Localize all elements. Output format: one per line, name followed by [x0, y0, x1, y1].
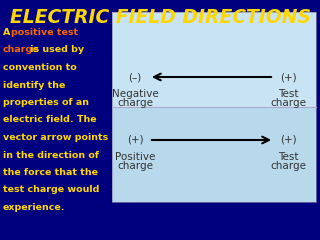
Text: properties of an: properties of an: [3, 98, 89, 107]
Text: charge: charge: [3, 46, 40, 54]
Text: charge: charge: [270, 98, 306, 108]
Text: in the direction of: in the direction of: [3, 150, 99, 160]
Bar: [112, 12, 316, 107]
Text: Positive: Positive: [115, 152, 155, 162]
Text: Test: Test: [278, 152, 298, 162]
Text: (+): (+): [280, 72, 296, 82]
Text: electric field. The: electric field. The: [3, 115, 97, 125]
Text: convention to: convention to: [3, 63, 77, 72]
Text: test charge would: test charge would: [3, 186, 100, 194]
Text: charge: charge: [270, 161, 306, 171]
Text: the force that the: the force that the: [3, 168, 98, 177]
Text: (+): (+): [280, 135, 296, 145]
Text: charge: charge: [117, 161, 153, 171]
Text: positive test: positive test: [11, 28, 78, 37]
Text: vector arrow points: vector arrow points: [3, 133, 108, 142]
Text: ELECTRIC FIELD DIRECTIONS: ELECTRIC FIELD DIRECTIONS: [10, 8, 310, 27]
Text: A: A: [3, 28, 14, 37]
Text: Test: Test: [278, 89, 298, 99]
Text: (+): (+): [127, 135, 143, 145]
Text: charge: charge: [117, 98, 153, 108]
Text: experience.: experience.: [3, 203, 66, 212]
Text: (–): (–): [128, 72, 142, 82]
Bar: [112, 107, 316, 202]
Text: Negative: Negative: [112, 89, 158, 99]
Text: identify the: identify the: [3, 80, 65, 90]
Text: is used by: is used by: [28, 46, 84, 54]
Bar: [112, 12, 316, 202]
